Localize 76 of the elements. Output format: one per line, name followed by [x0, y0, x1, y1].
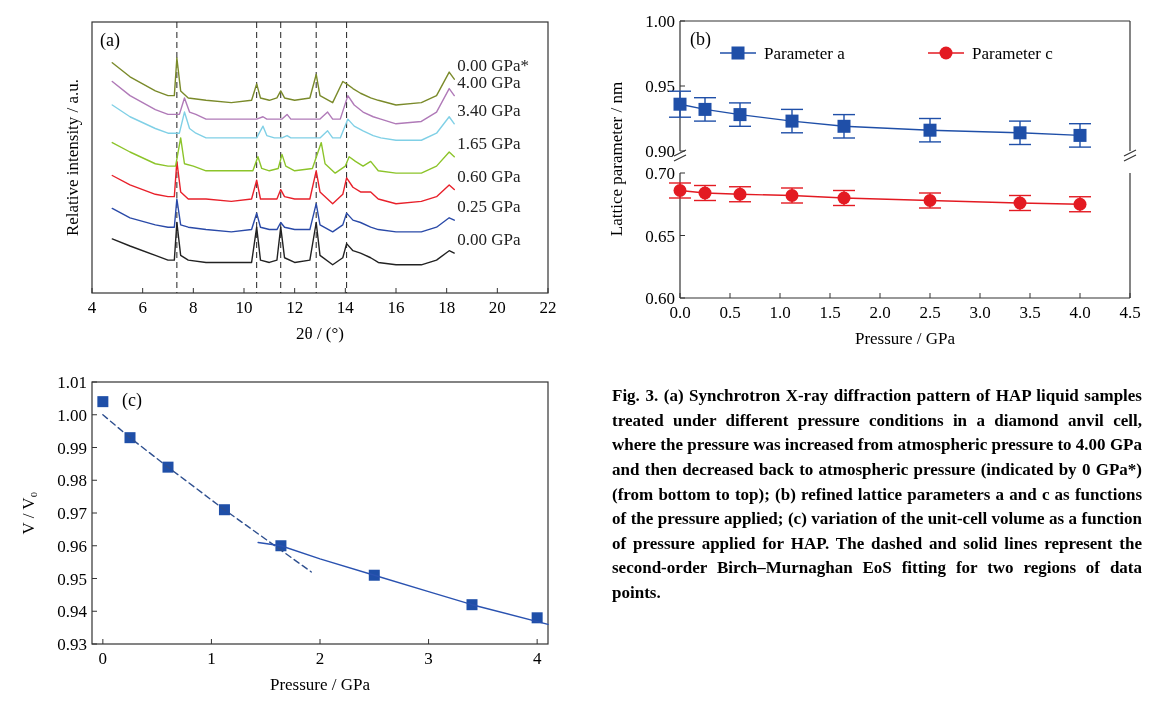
point: [923, 194, 937, 207]
point: [785, 189, 799, 202]
point: [1013, 126, 1027, 140]
x-axis-title: Pressure / GPa: [269, 675, 371, 694]
point: [1073, 128, 1087, 142]
point: [698, 102, 712, 116]
y-tick-label: 0.97: [57, 504, 88, 523]
text: (a): [100, 30, 120, 51]
annotation: (c): [122, 390, 142, 411]
x-tick-label: 2: [315, 649, 325, 668]
point: [837, 119, 851, 133]
x-tick-label: 2.5: [919, 303, 941, 322]
legend-label: Parameter a: [764, 44, 846, 63]
series-label: 3.40 GPa: [457, 100, 521, 120]
x-tick-label: 6: [138, 298, 147, 317]
x-tick-label: 4: [532, 649, 542, 668]
point: [1013, 196, 1027, 210]
x-tick-label: 4.5: [1119, 303, 1141, 322]
point: [785, 114, 799, 128]
x-tick-label: 20: [488, 298, 506, 317]
point: [1073, 197, 1087, 211]
y-tick-label: 1.00: [57, 405, 87, 425]
y-axis-title: Relative intensity / a.u.: [63, 78, 82, 237]
x-tick-label: 1.0: [769, 303, 791, 322]
series-label: 0.60 GPa: [457, 166, 521, 186]
annotation: (b): [690, 29, 711, 50]
x-tick-label: 22: [539, 298, 557, 317]
x-tick-label: 3: [424, 649, 433, 668]
x-tick-label: 2.0: [869, 303, 891, 322]
y-tick-label: 0.93: [57, 635, 87, 654]
point: [162, 461, 174, 473]
y-tick-label: 0.70: [645, 164, 675, 183]
y-tick-label: 1.01: [57, 373, 87, 392]
x-tick-label: 0: [98, 649, 108, 668]
x-axis-title: 2θ / (°): [296, 324, 344, 343]
x-tick-label: 3.5: [1019, 303, 1041, 322]
y-axis-title: V / V₀: [19, 491, 38, 535]
point: [733, 187, 747, 201]
point: [218, 504, 230, 516]
text: Fig. 3. (a) Synchrotron X-ray diffraction pattern of HAP liquid samples treated under different pressure conditions in a diamond anvil cell, where the pressure was increased from atmospheric pressure to 4.00 GPa and then decreased back to atmospheric pressure (indicated by 0 GPa*) (from bottom to top); (b) refined lattice parameters a and c as functions of the pressure applied; (c) variation of the unit-cell volume as a function of pressure applied for HAP. The dashed and solid lines represent the second-order Birch–Murnaghan EoS fitting for two regions of data points.: [612, 386, 1142, 603]
line-series: [257, 541, 549, 626]
y-tick-label: 0.65: [645, 226, 675, 246]
x-axis-title: Pressure / GPa: [854, 329, 956, 348]
y-tick-label: 0.96: [57, 536, 87, 556]
x-tick-label: 18: [438, 298, 456, 317]
series-label: 0.00 GPa: [457, 230, 521, 250]
legend-label: Parameter c: [972, 44, 1054, 63]
point: [837, 191, 851, 205]
x-tick-label: 10: [235, 298, 253, 317]
x-tick-label: 12: [286, 298, 304, 317]
y-tick-label: 0.95: [57, 569, 87, 589]
point: [673, 184, 687, 197]
x-tick-label: 16: [387, 298, 405, 317]
point: [698, 186, 712, 200]
y-tick-label: 1.00: [645, 12, 675, 31]
y-tick-label: 0.95: [645, 77, 675, 96]
y-axis-title: Lattice parameter / nm: [607, 81, 626, 237]
x-tick-label: 4: [87, 298, 97, 317]
point: [97, 396, 109, 408]
series-label: 1.65 GPa: [457, 133, 521, 153]
x-tick-label: 14: [336, 298, 355, 317]
point: [923, 123, 937, 137]
x-tick-label: 3.0: [969, 303, 991, 322]
y-tick-label: 0.94: [57, 602, 88, 622]
x-tick-label: 0.5: [719, 303, 741, 322]
x-tick-label: 1.5: [819, 303, 841, 322]
series-label: 0.25 GPa: [457, 197, 521, 217]
x-tick-label: 4.0: [1069, 303, 1091, 322]
point: [673, 97, 687, 111]
x-tick-label: 1: [207, 649, 216, 668]
y-tick-label: 0.90: [645, 142, 675, 161]
y-tick-label: 0.98: [57, 471, 87, 491]
x-tick-label: 8: [189, 298, 198, 317]
point: [733, 108, 747, 122]
y-tick-label: 0.99: [57, 438, 87, 458]
line-series: [102, 414, 313, 573]
